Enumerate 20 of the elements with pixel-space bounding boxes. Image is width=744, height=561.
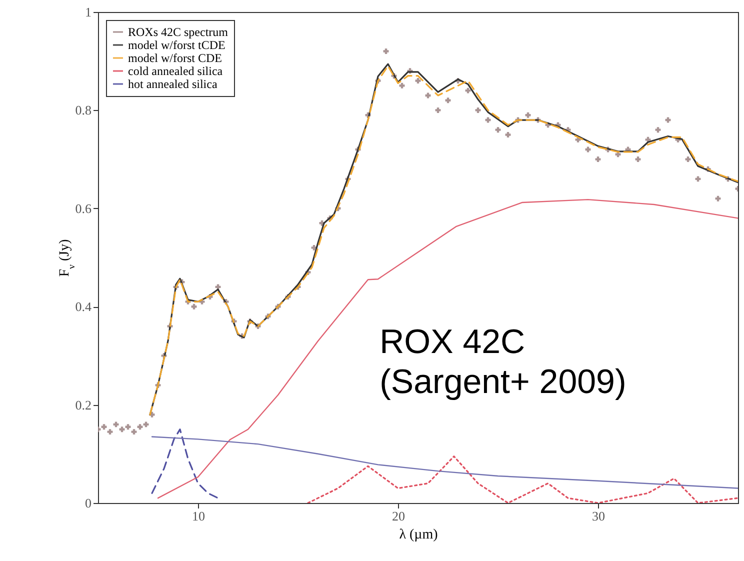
x-tick-label: 20	[392, 508, 405, 524]
line-series	[157, 198, 738, 499]
x-axis-title: λ (µm)	[399, 528, 438, 542]
y-tick-label: 0.4	[75, 299, 92, 314]
x-tick-label: 10	[192, 508, 205, 524]
legend-label: cold annealed silica	[128, 64, 224, 78]
line-series	[151, 436, 738, 489]
annotation: ROX 42C (Sargent+ 2009)	[380, 323, 626, 402]
line-series	[307, 456, 738, 503]
legend-label: hot annealed silica	[128, 77, 218, 91]
y-tick-label: 0.2	[75, 397, 92, 412]
y-tick-label: 1	[85, 4, 92, 20]
line-series	[151, 428, 219, 499]
legend-label: ROXs 42C spectrum	[128, 25, 229, 39]
y-tick-label: 0.6	[75, 200, 92, 216]
y-tick-label: 0.8	[75, 102, 92, 118]
y-tick-label: 0	[85, 496, 92, 510]
legend-label: model w/forst tCDE	[128, 38, 226, 52]
x-tick-label: 30	[592, 508, 605, 524]
legend-label: model w/forst CDE	[128, 51, 222, 65]
